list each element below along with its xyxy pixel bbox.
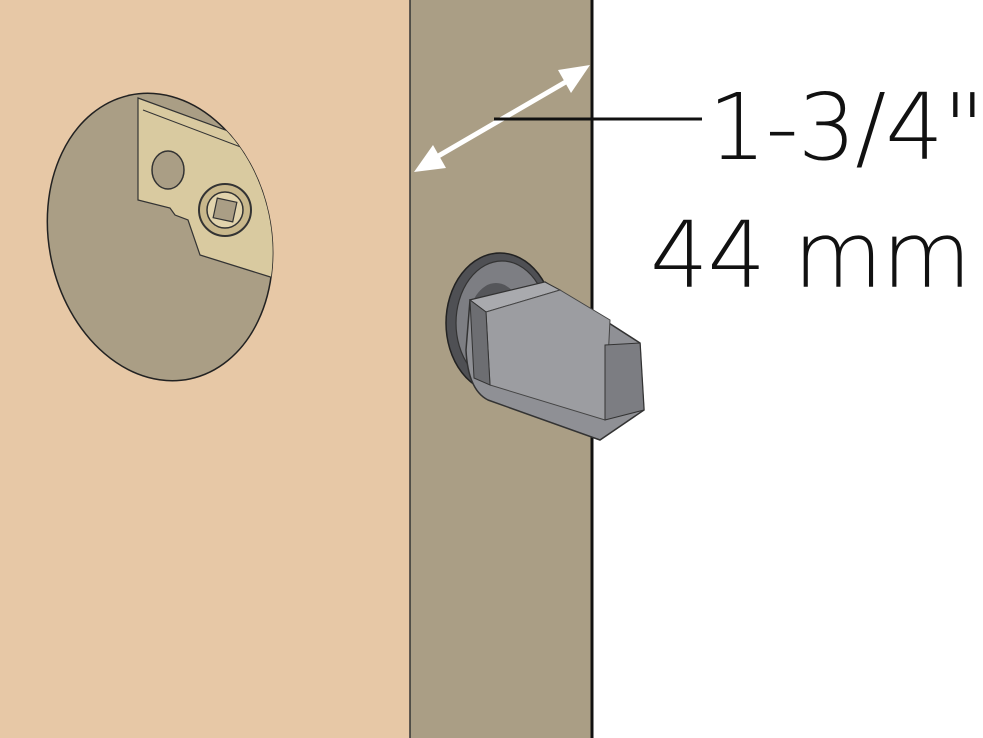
latch-bolt-icon [445,252,645,441]
dimension-metric-label: 44 mm [650,202,972,309]
dimension-imperial-label: 1-3/4" [708,74,983,181]
